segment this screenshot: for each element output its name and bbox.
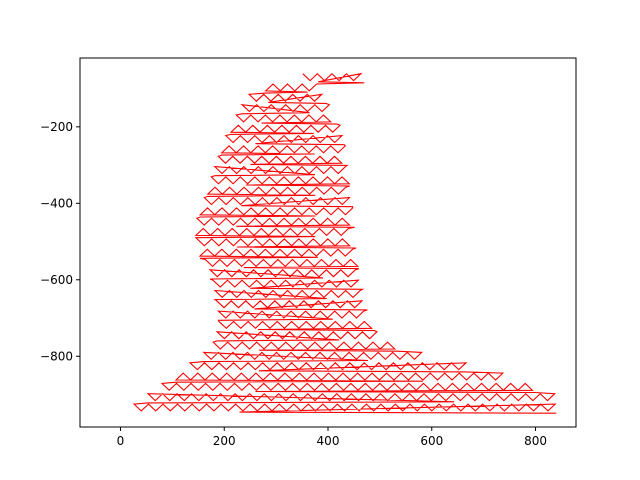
y-tick-label: −400 xyxy=(40,196,73,210)
x-tick-label: 200 xyxy=(213,434,236,448)
silhouette-series-line xyxy=(132,72,557,414)
x-tick-label: 600 xyxy=(420,434,443,448)
series-layer xyxy=(132,72,557,414)
x-tick-label: 400 xyxy=(317,434,340,448)
x-tick-label: 800 xyxy=(524,434,547,448)
y-axis: −200 −400 −600 −800 xyxy=(40,120,80,363)
y-tick-label: −200 xyxy=(40,120,73,134)
x-tick-label: 0 xyxy=(117,434,125,448)
x-axis: 0 200 400 600 800 xyxy=(117,427,547,448)
y-tick-label: −800 xyxy=(40,349,73,363)
y-tick-label: −600 xyxy=(40,273,73,287)
